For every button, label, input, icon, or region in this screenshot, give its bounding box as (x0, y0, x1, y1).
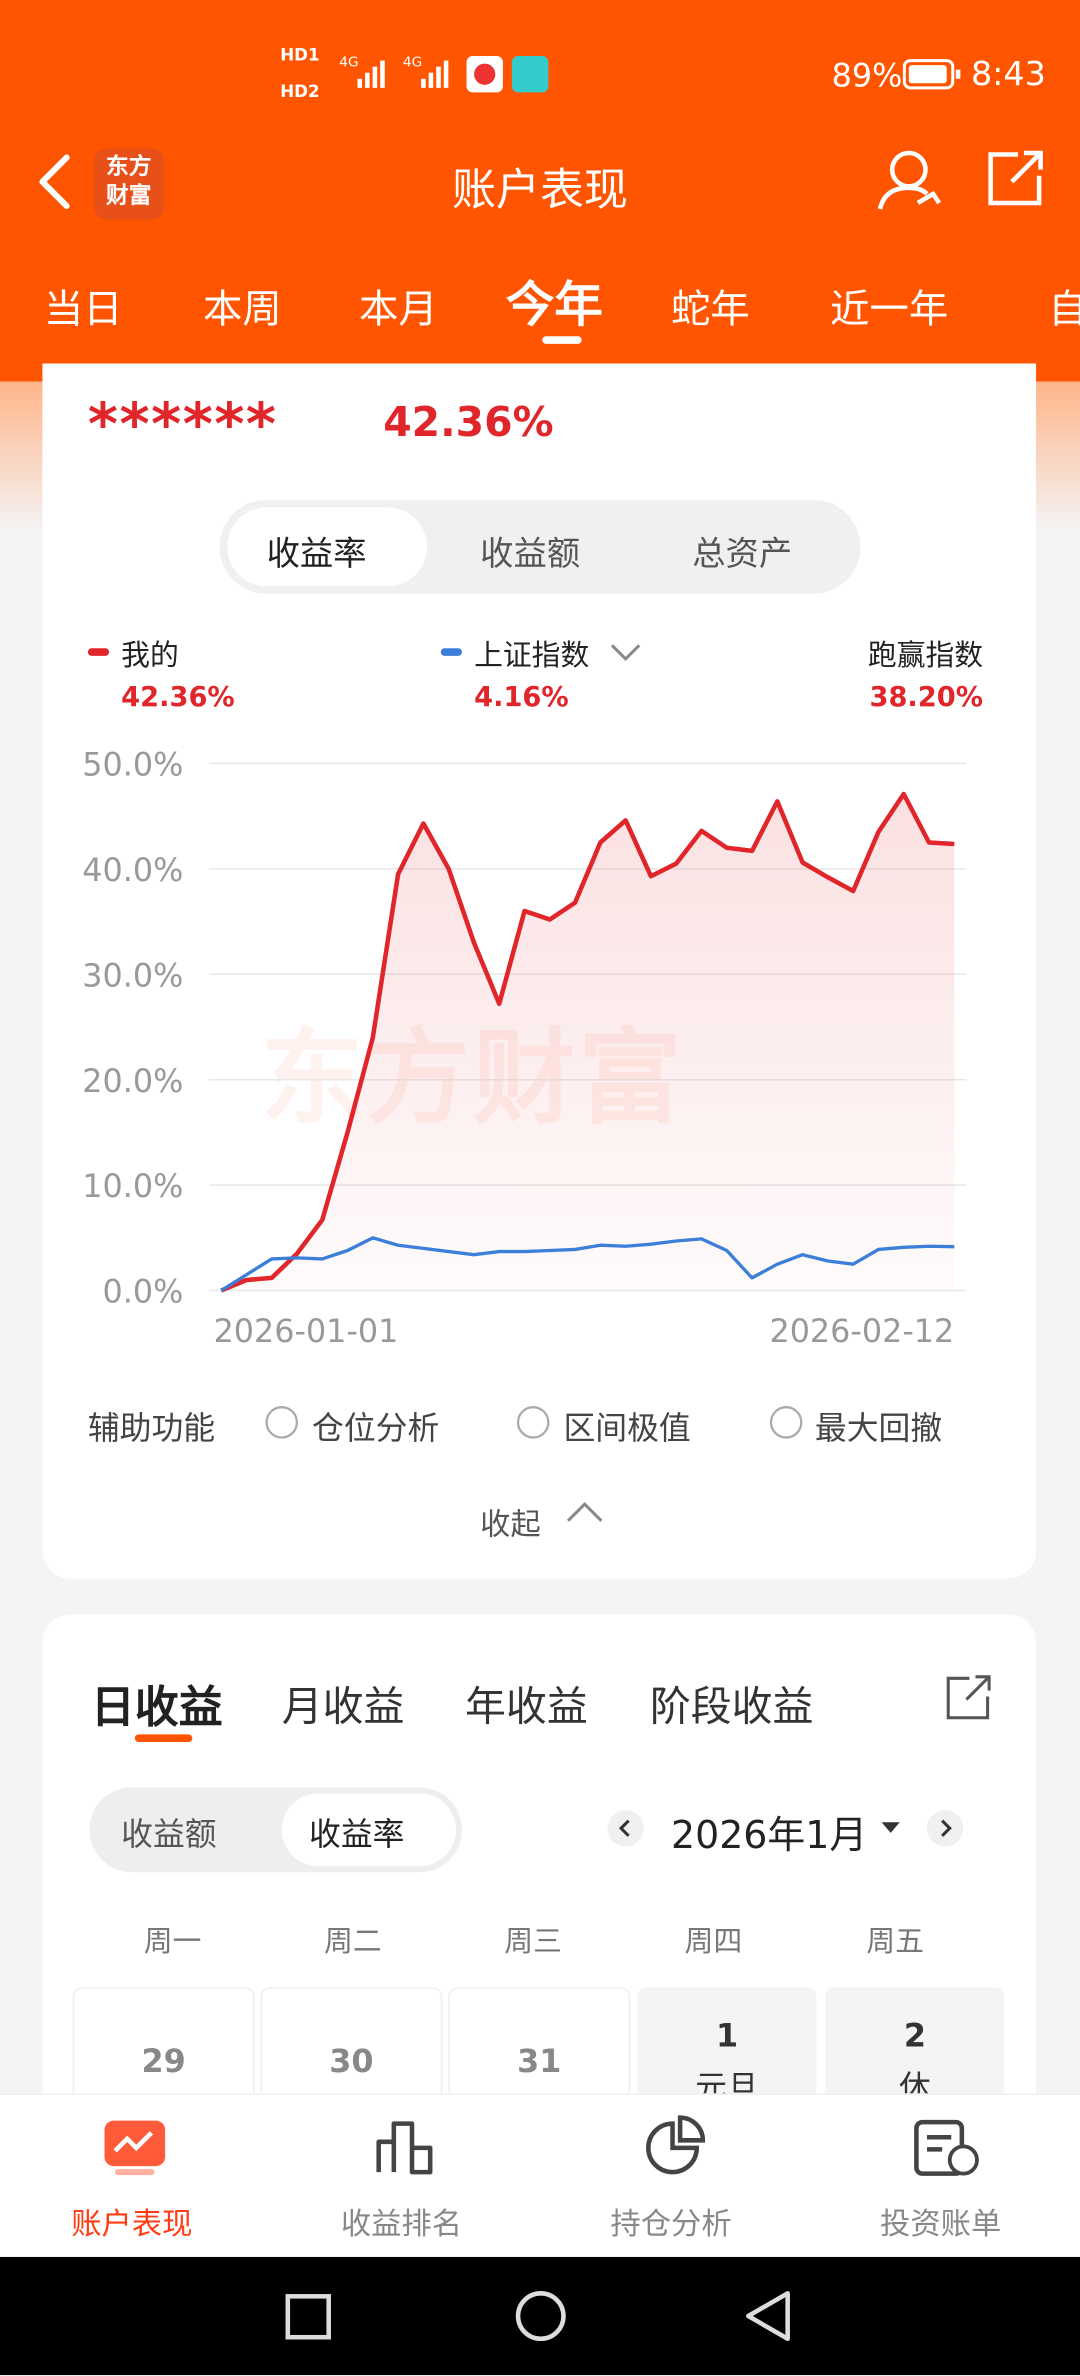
metric-tab[interactable]: 收益额 (480, 536, 581, 575)
income-tab-indicator (134, 1734, 193, 1742)
line (220, 791, 955, 1293)
next-month[interactable] (926, 1809, 965, 1848)
metric-tab[interactable]: 总资产 (692, 536, 793, 575)
toggle-option[interactable]: 收益额 (121, 1816, 217, 1853)
back-button[interactable] (33, 151, 78, 212)
nav-item[interactable]: 收益排名 (340, 2205, 462, 2242)
nav-item[interactable]: 持仓分析 (610, 2205, 732, 2242)
sim2: HD2 (280, 81, 320, 102)
nav-icon-active[interactable] (103, 2118, 167, 2179)
bottom-nav (0, 2093, 1080, 2259)
weekday: 周四 (684, 1925, 743, 1959)
metric-active-bg (227, 507, 428, 587)
collapse[interactable]: 收起 (480, 1505, 541, 1542)
calendar-day: 31 (517, 2043, 562, 2080)
calendar-day: 29 (141, 2043, 186, 2080)
logo: 东方 财富 (93, 148, 164, 220)
legend-label[interactable]: 上证指数 (474, 639, 590, 673)
battery: 89% (831, 57, 903, 94)
home[interactable] (515, 2291, 566, 2342)
nav-item-active[interactable]: 账户表现 (71, 2205, 193, 2242)
toggle-active-bg (281, 1793, 456, 1867)
y-tick-label: 0.0% (103, 1274, 184, 1311)
period-tab[interactable]: 当日 (43, 287, 123, 334)
period-tab[interactable]: 蛇年 (671, 287, 750, 334)
battery-icon (902, 59, 961, 90)
metric-tab-active[interactable]: 收益率 (266, 536, 367, 575)
weekday: 周二 (324, 1925, 382, 1959)
y-tick-label: 20.0% (82, 1063, 183, 1100)
y-tick-label: 30.0% (82, 957, 183, 994)
income-tab[interactable]: 月收益 (281, 1684, 405, 1732)
radio[interactable] (768, 1404, 804, 1440)
back[interactable] (746, 2291, 790, 2342)
aux-option[interactable]: 最大回撤 (814, 1410, 943, 1447)
period-tab[interactable]: 本周 (202, 287, 282, 334)
outperform-value: 38.20% (869, 681, 984, 714)
area (221, 793, 955, 1291)
clock: 8:43 (970, 56, 1046, 94)
y-tick-label: 50.0% (82, 747, 183, 784)
prev-month[interactable] (606, 1809, 645, 1848)
month-label[interactable]: 2026年1月 (671, 1813, 868, 1858)
period-tab[interactable]: 近一年 (830, 287, 949, 334)
aux-option[interactable]: 区间极值 (563, 1410, 691, 1447)
month-dropdown[interactable] (879, 1818, 903, 1836)
period-tab[interactable]: 自 (1048, 279, 1080, 335)
calendar-day: 30 (329, 2043, 374, 2080)
legend-label: 我的 (121, 639, 179, 673)
nav-icon[interactable] (642, 2115, 709, 2179)
status-icons (357, 56, 549, 93)
radio[interactable] (264, 1404, 300, 1440)
aux-option[interactable]: 仓位分析 (312, 1410, 440, 1447)
tab-indicator (542, 336, 582, 344)
weekday: 周五 (866, 1925, 925, 1959)
export-button[interactable] (942, 1672, 994, 1724)
aux-label: 辅助功能 (87, 1410, 216, 1447)
index-dropdown[interactable] (609, 642, 642, 663)
income-tab[interactable]: 阶段收益 (649, 1684, 814, 1732)
sim1: HD1 (280, 45, 320, 66)
account-masked: ****** (87, 390, 278, 458)
system-nav (0, 2256, 1080, 2376)
chart: 0.0% 10.0% 20.0% 30.0% 40.0% 50.0% 2026-01-01 2… (82, 747, 967, 1350)
nav-icon[interactable] (373, 2118, 437, 2179)
share-button[interactable] (982, 145, 1049, 212)
toggle-option-active[interactable]: 收益率 (309, 1816, 405, 1853)
page-title: 账户表现 (452, 163, 628, 216)
legend-swatch (87, 648, 110, 656)
account-return: 42.36% (383, 399, 554, 447)
legend-value: 42.36% (121, 681, 235, 714)
weekday: 周一 (143, 1925, 202, 1959)
nav-item[interactable]: 投资账单 (880, 2205, 1002, 2242)
period-tab-active[interactable]: 今年 (505, 275, 603, 334)
y-tick-label: 40.0% (82, 852, 183, 889)
weekday: 周三 (504, 1925, 562, 1959)
user-button[interactable] (876, 148, 946, 215)
logo-top: 东方 (106, 152, 152, 181)
calendar-day: 1 (715, 2017, 739, 2054)
calendar-day: 2 (903, 2017, 926, 2054)
y-tick-label: 10.0% (82, 1168, 183, 1205)
nav-icon[interactable] (912, 2115, 982, 2179)
net1: 4G (339, 56, 359, 72)
collapse-chevron[interactable] (565, 1500, 604, 1527)
legend-value: 4.16% (474, 681, 569, 714)
period-tab[interactable]: 本月 (358, 287, 438, 334)
net2: 4G (402, 56, 423, 72)
logo-bottom: 财富 (106, 181, 152, 210)
system-buttons (285, 2291, 790, 2342)
outperform-label: 跑赢指数 (867, 639, 984, 673)
radio[interactable] (515, 1404, 551, 1440)
income-tab[interactable]: 年收益 (465, 1684, 588, 1732)
x-tick-label: 2026-01-01 (214, 1313, 399, 1350)
legend-swatch (440, 648, 462, 656)
line (220, 1236, 955, 1292)
x-tick-label: 2026-02-12 (769, 1313, 954, 1350)
income-tab-active[interactable]: 日收益 (90, 1681, 223, 1733)
recents[interactable] (285, 2294, 331, 2340)
